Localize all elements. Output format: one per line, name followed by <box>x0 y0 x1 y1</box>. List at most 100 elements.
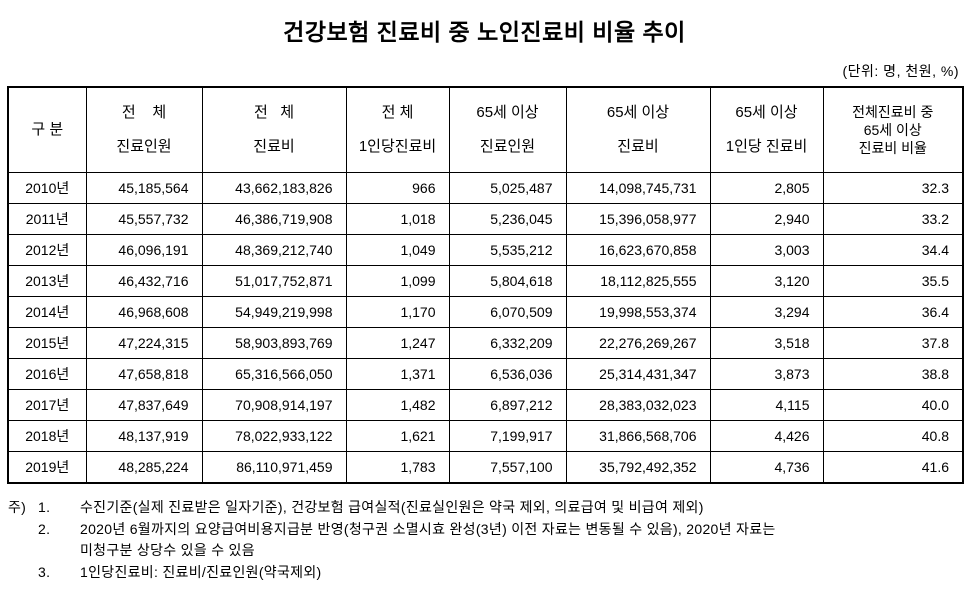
table-row: 2015년 47,224,315 58,903,893,769 1,247 6,332,… <box>7 327 964 359</box>
column-header-total-patients: 전 체 진료인원 <box>85 86 203 173</box>
value-cell: 40.8 <box>822 420 964 452</box>
value-cell: 86,110,971,459 <box>201 451 347 484</box>
column-header-elderly-cost-per-capita: 65세 이상 1인당 진료비 <box>709 86 824 173</box>
year-cell: 2017년 <box>7 389 87 421</box>
value-cell: 35.5 <box>822 265 964 297</box>
value-cell: 45,185,564 <box>85 172 203 204</box>
value-cell: 46,096,191 <box>85 234 203 266</box>
table-row: 2017년 47,837,649 70,908,914,197 1,482 6,897,… <box>7 389 964 421</box>
table-row: 2013년 46,432,716 51,017,752,871 1,099 5,804,… <box>7 265 964 297</box>
value-cell: 46,968,608 <box>85 296 203 328</box>
value-cell: 7,557,100 <box>448 451 567 484</box>
table-row: 2019년 48,285,224 86,110,971,459 1,783 7,557,… <box>7 451 964 484</box>
value-cell: 15,396,058,977 <box>565 203 711 235</box>
value-cell: 25,314,431,347 <box>565 358 711 390</box>
footnote-list: 1. 수진기준(실제 진료받은 일자기준), 건강보험 급여실적(진료실인원은 … <box>38 497 969 584</box>
value-cell: 16,623,670,858 <box>565 234 711 266</box>
column-header-elderly-patients: 65세 이상 진료인원 <box>448 86 567 173</box>
value-cell: 6,536,036 <box>448 358 567 390</box>
year-cell: 2012년 <box>7 234 87 266</box>
value-cell: 37.8 <box>822 327 964 359</box>
value-cell: 31,866,568,706 <box>565 420 711 452</box>
value-cell: 34.4 <box>822 234 964 266</box>
footnote-number: 2. <box>38 520 51 537</box>
value-cell: 4,426 <box>709 420 824 452</box>
value-cell: 78,022,933,122 <box>201 420 347 452</box>
footnote-number: 3. <box>38 564 51 581</box>
value-cell: 38.8 <box>822 358 964 390</box>
value-cell: 3,120 <box>709 265 824 297</box>
value-cell: 6,070,509 <box>448 296 567 328</box>
value-cell: 32.3 <box>822 172 964 204</box>
footnote-text: 수진기준(실제 진료받은 일자기준), 건강보험 급여실적(진료실인원은 약국 … <box>80 499 704 515</box>
value-cell: 47,658,818 <box>85 358 203 390</box>
footnote-item: 1. 수진기준(실제 진료받은 일자기준), 건강보험 급여실적(진료실인원은 … <box>38 497 969 519</box>
value-cell: 43,662,183,826 <box>201 172 347 204</box>
column-header-total-cost: 전 체 진료비 <box>201 86 347 173</box>
header-row: 구 분 전 체 진료인원 전 체 진료비 전 체 1인당진료비 65세 이상 진… <box>7 86 964 173</box>
value-cell: 1,170 <box>345 296 450 328</box>
value-cell: 18,112,825,555 <box>565 265 711 297</box>
year-cell: 2016년 <box>7 358 87 390</box>
value-cell: 48,137,919 <box>85 420 203 452</box>
value-cell: 33.2 <box>822 203 964 235</box>
value-cell: 5,535,212 <box>448 234 567 266</box>
value-cell: 1,049 <box>345 234 450 266</box>
value-cell: 28,383,032,023 <box>565 389 711 421</box>
value-cell: 1,482 <box>345 389 450 421</box>
value-cell: 5,804,618 <box>448 265 567 297</box>
statistics-table: 구 분 전 체 진료인원 전 체 진료비 전 체 1인당진료비 65세 이상 진… <box>7 86 964 484</box>
value-cell: 5,025,487 <box>448 172 567 204</box>
value-cell: 45,557,732 <box>85 203 203 235</box>
value-cell: 47,837,649 <box>85 389 203 421</box>
value-cell: 1,247 <box>345 327 450 359</box>
footnotes: 주) 1. 수진기준(실제 진료받은 일자기준), 건강보험 급여실적(진료실인… <box>0 497 969 584</box>
value-cell: 19,998,553,374 <box>565 296 711 328</box>
year-cell: 2015년 <box>7 327 87 359</box>
value-cell: 3,003 <box>709 234 824 266</box>
table-body: 2010년 45,185,564 43,662,183,826 966 5,025,48… <box>7 172 964 484</box>
column-header-category: 구 분 <box>7 86 87 173</box>
value-cell: 3,873 <box>709 358 824 390</box>
table-row: 2014년 46,968,608 54,949,219,998 1,170 6,070,… <box>7 296 964 328</box>
year-cell: 2013년 <box>7 265 87 297</box>
value-cell: 5,236,045 <box>448 203 567 235</box>
value-cell: 54,949,219,998 <box>201 296 347 328</box>
value-cell: 46,386,719,908 <box>201 203 347 235</box>
year-cell: 2010년 <box>7 172 87 204</box>
value-cell: 35,792,492,352 <box>565 451 711 484</box>
value-cell: 1,371 <box>345 358 450 390</box>
year-cell: 2018년 <box>7 420 87 452</box>
year-cell: 2019년 <box>7 451 87 484</box>
value-cell: 48,285,224 <box>85 451 203 484</box>
table-row: 2012년 46,096,191 48,369,212,740 1,049 5,535,… <box>7 234 964 266</box>
value-cell: 2,940 <box>709 203 824 235</box>
column-header-elderly-cost-ratio: 전체진료비 중 65세 이상 진료비 비율 <box>822 86 964 173</box>
unit-note: (단위: 명, 천원, %) <box>842 63 959 79</box>
value-cell: 40.0 <box>822 389 964 421</box>
year-cell: 2014년 <box>7 296 87 328</box>
value-cell: 48,369,212,740 <box>201 234 347 266</box>
value-cell: 70,908,914,197 <box>201 389 347 421</box>
value-cell: 1,099 <box>345 265 450 297</box>
value-cell: 22,276,269,267 <box>565 327 711 359</box>
value-cell: 6,897,212 <box>448 389 567 421</box>
value-cell: 51,017,752,871 <box>201 265 347 297</box>
page-title: 건강보험 진료비 중 노인진료비 비율 추이 <box>283 19 686 45</box>
table-header: 구 분 전 체 진료인원 전 체 진료비 전 체 1인당진료비 65세 이상 진… <box>7 86 964 173</box>
footnote-text: 2020년 6월까지의 요양급여비용지급분 반영(청구권 소멸시효 완성(3년)… <box>80 520 776 559</box>
value-cell: 966 <box>345 172 450 204</box>
year-cell: 2011년 <box>7 203 87 235</box>
footnote-marker: 주) <box>8 499 27 515</box>
table-row: 2018년 48,137,919 78,022,933,122 1,621 7,199,… <box>7 420 964 452</box>
value-cell: 41.6 <box>822 451 964 484</box>
table-row: 2010년 45,185,564 43,662,183,826 966 5,025,48… <box>7 172 964 204</box>
value-cell: 3,294 <box>709 296 824 328</box>
value-cell: 2,805 <box>709 172 824 204</box>
column-header-elderly-cost: 65세 이상 진료비 <box>565 86 711 173</box>
value-cell: 6,332,209 <box>448 327 567 359</box>
value-cell: 58,903,893,769 <box>201 327 347 359</box>
footnote-number: 1. <box>38 499 51 515</box>
value-cell: 1,783 <box>345 451 450 484</box>
